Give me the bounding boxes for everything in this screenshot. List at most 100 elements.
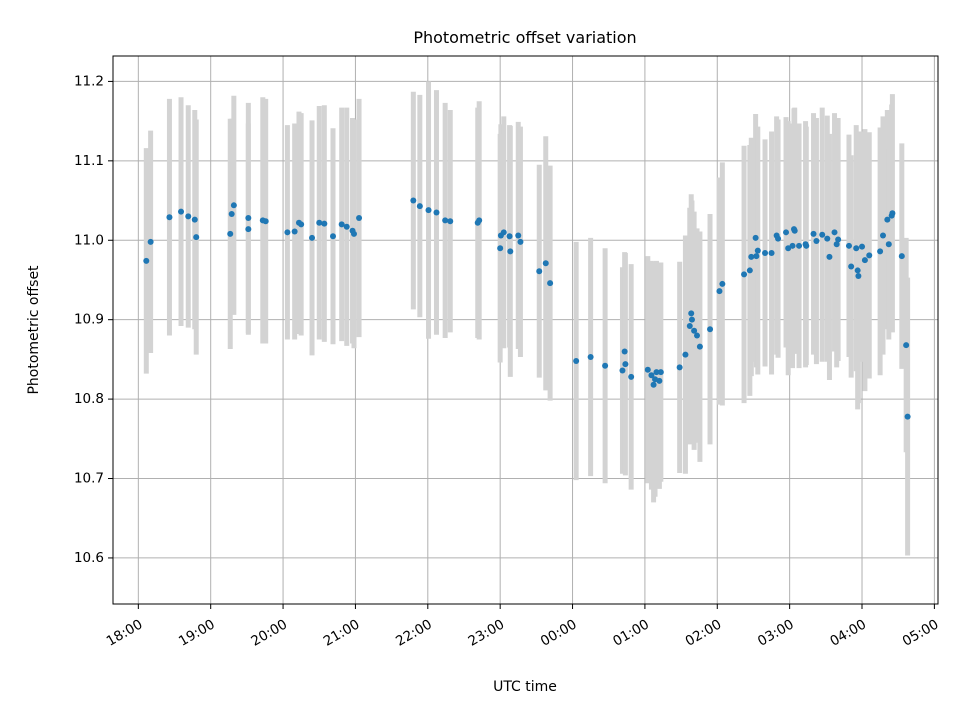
- x-tick-label: 19:00: [176, 616, 218, 649]
- data-point: [316, 219, 323, 226]
- data-point: [619, 367, 626, 374]
- data-point: [648, 372, 655, 379]
- y-tick-label: 10.8: [74, 391, 104, 407]
- data-point: [845, 242, 852, 249]
- data-point: [754, 247, 761, 254]
- data-point: [790, 226, 797, 233]
- data-point: [696, 343, 703, 350]
- data-point: [719, 280, 726, 287]
- data-point: [602, 362, 609, 369]
- data-point: [676, 364, 683, 371]
- data-point: [309, 234, 316, 241]
- data-point: [147, 238, 154, 245]
- data-point: [653, 369, 660, 376]
- y-tick-label: 10.9: [74, 312, 104, 328]
- data-point: [284, 229, 291, 236]
- data-point: [330, 233, 336, 240]
- plot-frame: [112, 55, 939, 605]
- data-point: [298, 221, 305, 228]
- data-point: [185, 213, 192, 220]
- data-point: [230, 202, 237, 209]
- data-point: [752, 234, 759, 241]
- data-point: [707, 326, 714, 333]
- data-point: [826, 253, 833, 260]
- x-tick-label: 02:00: [683, 616, 725, 649]
- data-point: [880, 232, 886, 239]
- data-point: [783, 229, 790, 236]
- x-tick-label: 00:00: [538, 616, 580, 649]
- data-point: [542, 260, 549, 267]
- data-point: [688, 316, 695, 323]
- data-point: [343, 223, 350, 230]
- data-point: [622, 361, 629, 368]
- data-point: [291, 228, 298, 235]
- y-tick-label: 10.7: [74, 471, 104, 487]
- data-point: [866, 252, 873, 259]
- data-point: [810, 230, 817, 237]
- data-point: [245, 226, 252, 233]
- data-point: [716, 288, 723, 295]
- data-point: [877, 248, 884, 255]
- data-point: [835, 236, 842, 243]
- x-tick-label: 05:00: [900, 616, 942, 649]
- data-point: [885, 241, 892, 248]
- data-point: [356, 215, 363, 222]
- data-point: [748, 253, 755, 260]
- data-point: [904, 413, 911, 420]
- y-tick-label: 11.1: [74, 153, 104, 169]
- data-point: [753, 253, 760, 260]
- data-point: [686, 323, 693, 330]
- data-point: [433, 209, 440, 216]
- data-point: [515, 232, 522, 239]
- data-point: [517, 238, 524, 245]
- data-point: [507, 248, 514, 255]
- y-tick-label: 10.6: [74, 550, 104, 566]
- data-point: [425, 207, 432, 214]
- data-point: [178, 208, 185, 215]
- data-point: [861, 257, 868, 264]
- data-point: [859, 243, 866, 250]
- data-point: [746, 267, 753, 274]
- data-point: [884, 216, 891, 223]
- y-tick-label: 11.0: [74, 232, 104, 248]
- data-point: [694, 332, 701, 339]
- data-point: [688, 310, 695, 317]
- x-tick-label: 21:00: [321, 616, 363, 649]
- data-point: [547, 280, 554, 287]
- data-point: [644, 366, 651, 373]
- data-point: [573, 357, 580, 364]
- data-point: [621, 348, 628, 355]
- data-point: [813, 238, 820, 245]
- y-tick-label: 11.2: [74, 73, 104, 89]
- data-point: [228, 211, 235, 218]
- data-point: [768, 249, 775, 256]
- data-point: [775, 235, 782, 242]
- x-tick-label: 20:00: [248, 616, 290, 649]
- data-point: [898, 253, 905, 260]
- data-point: [506, 233, 513, 240]
- error-bars: [143, 81, 911, 556]
- data-point: [903, 342, 910, 349]
- data-point: [824, 235, 831, 242]
- data-point: [796, 242, 803, 249]
- x-tick-label: 04:00: [827, 616, 869, 649]
- data-point: [854, 267, 861, 274]
- data-point: [536, 268, 543, 275]
- data-point: [193, 234, 200, 241]
- data-point: [166, 214, 173, 221]
- data-points: [143, 197, 911, 420]
- y-axis-label: Photometric offset: [26, 265, 42, 395]
- data-point: [227, 230, 234, 237]
- data-point: [628, 373, 635, 380]
- data-point: [656, 377, 663, 384]
- x-tick-label: 03:00: [755, 616, 797, 649]
- data-point: [191, 216, 198, 223]
- data-point: [682, 351, 689, 358]
- data-point: [500, 229, 507, 236]
- data-point: [587, 354, 594, 361]
- data-point: [476, 217, 483, 224]
- x-tick-label: 18:00: [104, 616, 146, 649]
- data-point: [338, 221, 345, 228]
- data-point: [657, 369, 664, 376]
